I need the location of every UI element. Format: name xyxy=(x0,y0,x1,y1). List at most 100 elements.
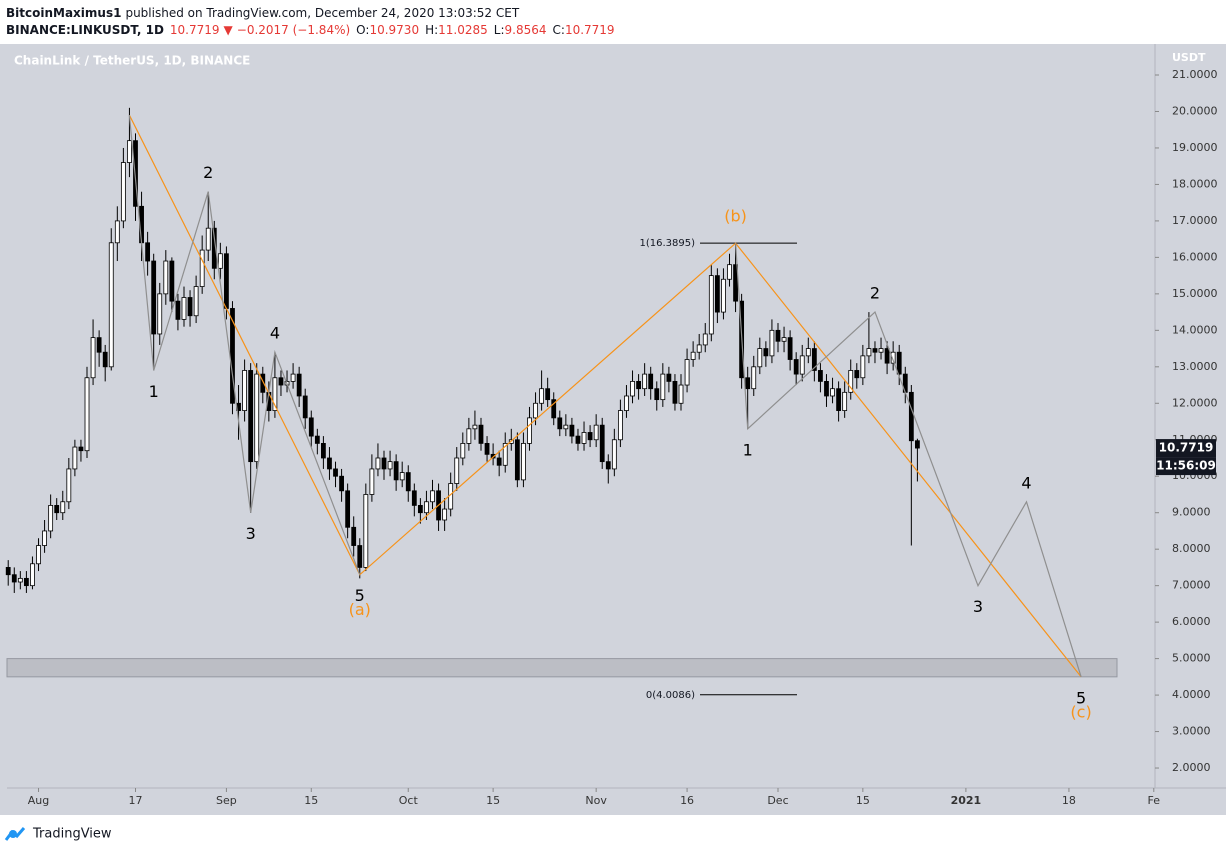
candle-body xyxy=(514,439,520,481)
ohlc-value: 10.9730 xyxy=(369,23,419,37)
wave-label: 1 xyxy=(743,440,753,459)
candle-body xyxy=(799,355,805,375)
candle-body xyxy=(254,373,260,463)
x-tick-label: 15 xyxy=(304,794,318,807)
candle-body xyxy=(551,399,557,419)
x-tick-label: Fe xyxy=(1148,794,1161,807)
candle-body xyxy=(690,351,696,360)
author: BitcoinMaximus1 xyxy=(6,6,121,20)
wave-line xyxy=(128,114,1082,678)
x-tick-label: 16 xyxy=(680,794,694,807)
y-tick-label: 2.0000 xyxy=(1172,761,1211,774)
candle-body xyxy=(678,384,684,404)
candle-body xyxy=(872,348,878,353)
candle-body xyxy=(484,443,490,455)
candle-body xyxy=(466,428,472,444)
candle-body xyxy=(830,388,835,397)
candle-body xyxy=(211,227,217,269)
candle-body xyxy=(127,140,132,163)
x-tick-label: Oct xyxy=(399,794,419,807)
candle-body xyxy=(896,351,902,375)
chart-background xyxy=(0,44,1226,815)
candle-body xyxy=(405,472,411,492)
chart-title: ChainLink / TetherUS, 1D, BINANCE xyxy=(14,54,250,68)
y-tick-label: 17.0000 xyxy=(1172,214,1218,227)
candle-body xyxy=(205,227,211,251)
candle-body xyxy=(854,370,860,379)
candle-body xyxy=(805,348,811,357)
candle-body xyxy=(636,380,641,390)
candle-body xyxy=(502,443,508,466)
candle-body xyxy=(387,461,393,470)
candle-body xyxy=(193,286,199,317)
y-tick-label: 9.0000 xyxy=(1172,506,1211,519)
candle-body xyxy=(890,351,896,364)
candle-body xyxy=(624,395,629,411)
candle-body xyxy=(102,351,108,368)
x-tick-label: Nov xyxy=(585,794,607,807)
candle-body xyxy=(66,468,72,503)
candle-body xyxy=(393,461,399,481)
candle-body xyxy=(454,457,460,484)
ohlc-label: L: xyxy=(494,23,505,37)
candle-body xyxy=(666,373,672,382)
x-tick-label: 2021 xyxy=(951,794,982,807)
candle-body xyxy=(533,402,538,419)
candle-body xyxy=(714,275,720,313)
wave-label: 5 xyxy=(1076,688,1086,707)
candle-body xyxy=(914,440,920,449)
y-tick-label: 15.0000 xyxy=(1172,287,1218,300)
candle-body xyxy=(708,275,714,335)
candle-body xyxy=(151,260,157,335)
candle-body xyxy=(908,391,914,442)
candle-body xyxy=(314,435,320,444)
candle-body xyxy=(527,417,532,444)
ohlc-label: C: xyxy=(553,23,565,37)
fib-label: 1(16.3895) xyxy=(639,238,695,249)
countdown-label: 11:56:09 xyxy=(1156,459,1216,473)
x-tick-label: 15 xyxy=(856,794,870,807)
y-tick-label: 13.0000 xyxy=(1172,360,1218,373)
candle-body xyxy=(217,253,223,269)
candle-body xyxy=(351,526,357,546)
y-tick-label: 4.0000 xyxy=(1172,688,1211,701)
candle-body xyxy=(460,443,466,459)
candle-body xyxy=(702,333,708,346)
candle-body xyxy=(290,373,296,382)
candle-body xyxy=(5,567,11,576)
y-tick-label: 12.0000 xyxy=(1172,396,1218,409)
candle-body xyxy=(72,446,78,470)
candle-body xyxy=(320,443,326,459)
logo xyxy=(4,827,26,841)
candle-body xyxy=(575,435,581,444)
x-tick-label: 15 xyxy=(486,794,500,807)
candle-body xyxy=(824,380,829,397)
header-line-1: BitcoinMaximus1 published on TradingView.… xyxy=(6,6,520,20)
candle-body xyxy=(430,490,435,503)
y-tick-label: 21.0000 xyxy=(1172,68,1218,81)
x-tick-label: 17 xyxy=(128,794,142,807)
candle-body xyxy=(399,472,405,481)
candle-body xyxy=(545,388,551,401)
ohlc-value: 11.0285 xyxy=(438,23,488,37)
candle-body xyxy=(818,370,823,382)
candle-body xyxy=(721,278,726,313)
brand: TradingView xyxy=(32,827,112,842)
candle-body xyxy=(727,264,732,280)
candle-body xyxy=(42,530,47,546)
candle-body xyxy=(369,468,375,495)
candle-body xyxy=(581,432,587,444)
arrow: ▼ xyxy=(224,23,234,37)
support-zone xyxy=(6,658,1118,678)
y-tick-label: 5.0000 xyxy=(1172,652,1211,665)
candle-body xyxy=(793,359,799,375)
candle-body xyxy=(848,370,854,393)
candle-body xyxy=(775,329,781,342)
candle-body xyxy=(163,260,169,295)
candle-body xyxy=(114,220,120,244)
y-tick-label: 20.0000 xyxy=(1172,104,1218,117)
candle-body xyxy=(36,545,41,565)
candle-body xyxy=(630,380,635,397)
wave-label: 1 xyxy=(149,382,159,401)
